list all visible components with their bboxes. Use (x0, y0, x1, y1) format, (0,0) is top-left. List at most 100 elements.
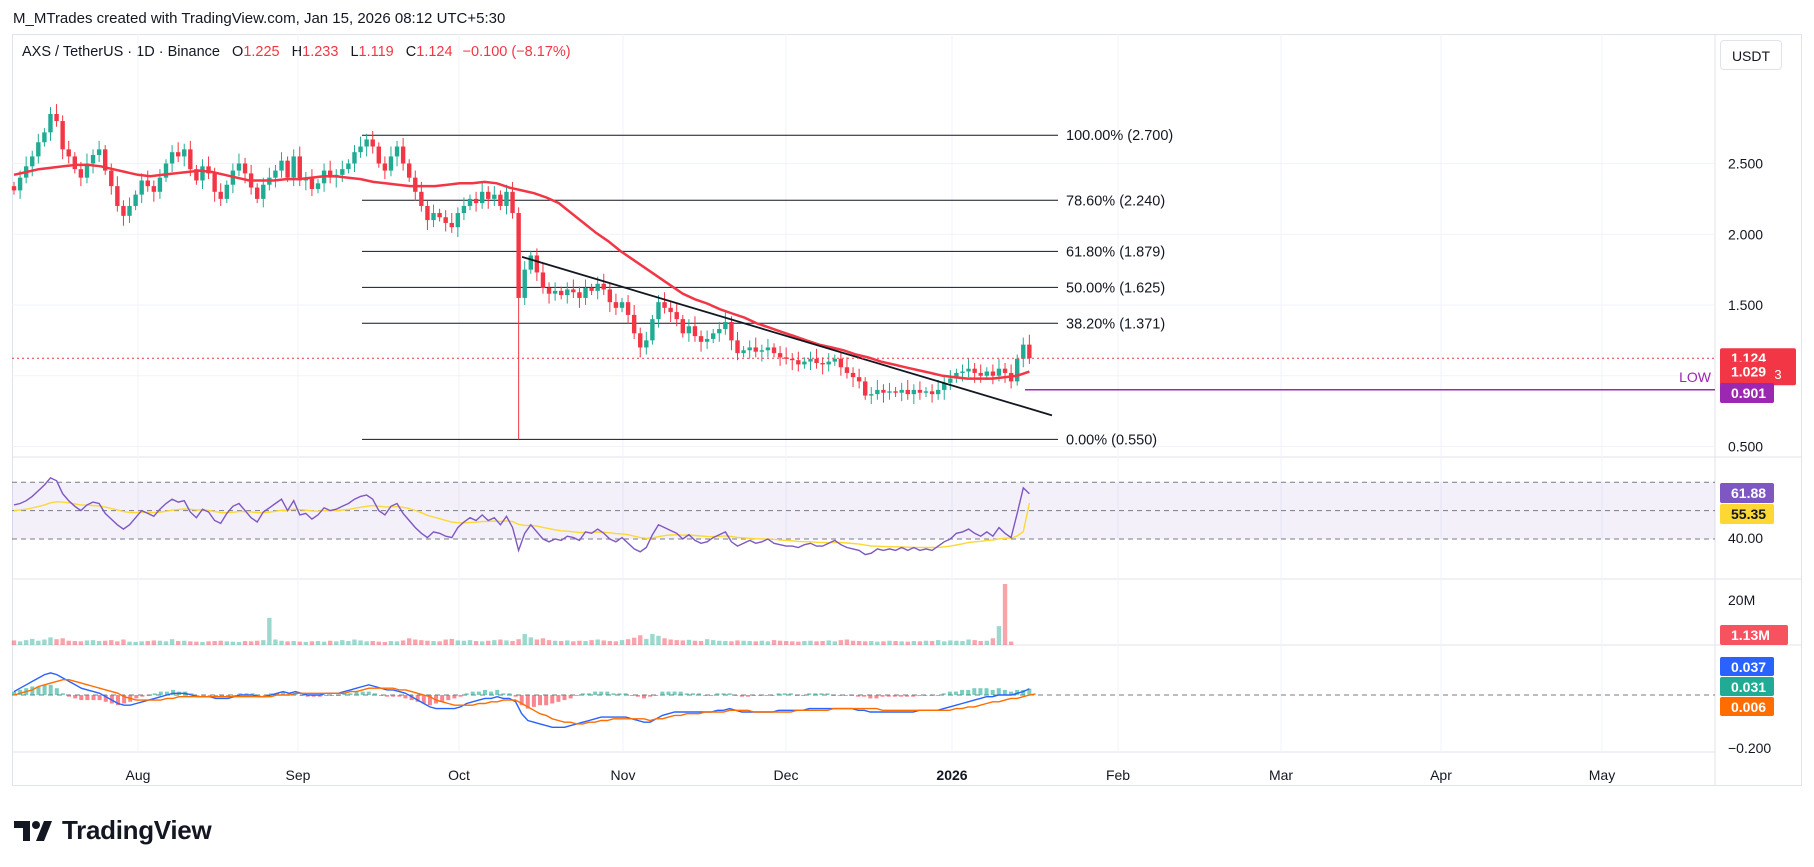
candle-body (388, 156, 394, 171)
candle-body (1027, 344, 1032, 359)
macd-histogram-bar (599, 691, 604, 695)
volume-bar (121, 639, 126, 645)
candle-body (11, 186, 17, 191)
volume-bar (729, 641, 734, 645)
price-tick-label: 0.500 (1728, 439, 1763, 455)
volume-bar (948, 640, 953, 645)
high-label: H (291, 44, 303, 60)
macd-histogram-bar (733, 695, 738, 696)
macd-histogram-bar (122, 695, 127, 704)
price-tick-label: 2.500 (1728, 156, 1763, 172)
macd-histogram-bar (684, 693, 689, 695)
candle-body (498, 194, 503, 206)
macd-histogram-bar (67, 695, 72, 697)
macd-histogram-bar (550, 695, 555, 704)
macd-histogram-bar (311, 695, 316, 697)
fib-level-label: 0.00% (0.550) (1066, 432, 1157, 448)
candle-body (96, 149, 102, 156)
macd-histogram-bar (281, 691, 286, 695)
close-label: C (405, 44, 417, 60)
macd-histogram-bar (831, 695, 836, 696)
candle-body (899, 389, 904, 393)
currency-button[interactable]: USDT (1720, 40, 1782, 70)
macd-histogram-bar (531, 695, 536, 707)
volume-bar (686, 639, 692, 645)
candle-body (875, 389, 880, 395)
volume-bar (297, 641, 302, 645)
time-tick-label: Aug (126, 767, 151, 783)
macd-histogram-bar (275, 693, 280, 695)
candle-body (78, 169, 84, 178)
candle-body (583, 288, 588, 298)
candle-body (662, 302, 667, 308)
candle-body (790, 358, 795, 361)
macd-histogram-bar (378, 695, 383, 696)
volume-bar (407, 638, 412, 645)
macd-histogram-bar (421, 695, 426, 704)
macd-histogram-bar (103, 695, 108, 702)
candle-body (844, 367, 850, 373)
volume-bar (960, 641, 965, 645)
volume-bar (984, 640, 989, 645)
volume-bar (765, 641, 771, 645)
macd-histogram-bar (709, 695, 714, 696)
volume-bar (78, 641, 84, 645)
volume-bar (528, 637, 533, 645)
candle-body (60, 121, 65, 150)
volume-bar (522, 634, 527, 645)
macd-histogram-bar (360, 691, 365, 695)
open-value: 1.225 (243, 44, 280, 60)
candle-body (1015, 358, 1020, 382)
candle-body (942, 382, 947, 390)
macd-histogram-bar (244, 693, 249, 695)
macd-line (13, 672, 1030, 728)
macd-histogram-bar (164, 691, 169, 695)
low-price-tag (1720, 383, 1774, 403)
volume-bar (510, 641, 515, 645)
volume-bar (479, 641, 485, 645)
ma-price-tag (1720, 361, 1774, 382)
volume-bar (583, 641, 588, 645)
volume-bar (23, 640, 29, 645)
macd-histogram-bar (960, 689, 965, 695)
macd-histogram-bar (868, 695, 873, 699)
candle-body (559, 290, 564, 296)
macd-histogram-bar (898, 695, 903, 697)
volume-bar (559, 641, 564, 645)
macd-histogram-bar (152, 693, 157, 695)
volume-bar (109, 640, 114, 645)
candle-body (984, 371, 989, 376)
volume-bar (315, 641, 321, 645)
macd-histogram-bar (574, 695, 579, 696)
candle-body (923, 391, 929, 393)
volume-bar (978, 641, 983, 645)
macd-histogram-bar (18, 689, 23, 695)
candle-body (1021, 344, 1026, 359)
candle-body (741, 350, 746, 354)
candle-body (133, 194, 138, 206)
macd-histogram-bar (519, 695, 524, 706)
candle-body (808, 358, 813, 362)
macd-histogram-bar (372, 693, 377, 695)
volume-bar (54, 639, 59, 645)
candle-body (759, 350, 765, 352)
volume-bar (814, 641, 819, 645)
volume-bar (425, 640, 430, 645)
candle-body (856, 377, 862, 382)
macd-histogram-bar (703, 695, 708, 696)
volume-bar (856, 641, 862, 645)
macd-histogram-bar (385, 695, 390, 697)
volume-bar (182, 640, 187, 645)
macd-histogram-bar (115, 695, 120, 706)
macd-histogram-bar (323, 695, 328, 696)
macd-histogram-bar (458, 695, 463, 697)
candle-body (419, 191, 424, 206)
volume-bar (230, 641, 236, 645)
volume-bar (279, 640, 284, 645)
volume-bar (899, 641, 904, 645)
macd-histogram-bar (501, 693, 506, 695)
tradingview-logo[interactable]: TradingView (14, 815, 212, 846)
volume-bar (248, 641, 254, 645)
macd-histogram-bar (54, 688, 59, 695)
